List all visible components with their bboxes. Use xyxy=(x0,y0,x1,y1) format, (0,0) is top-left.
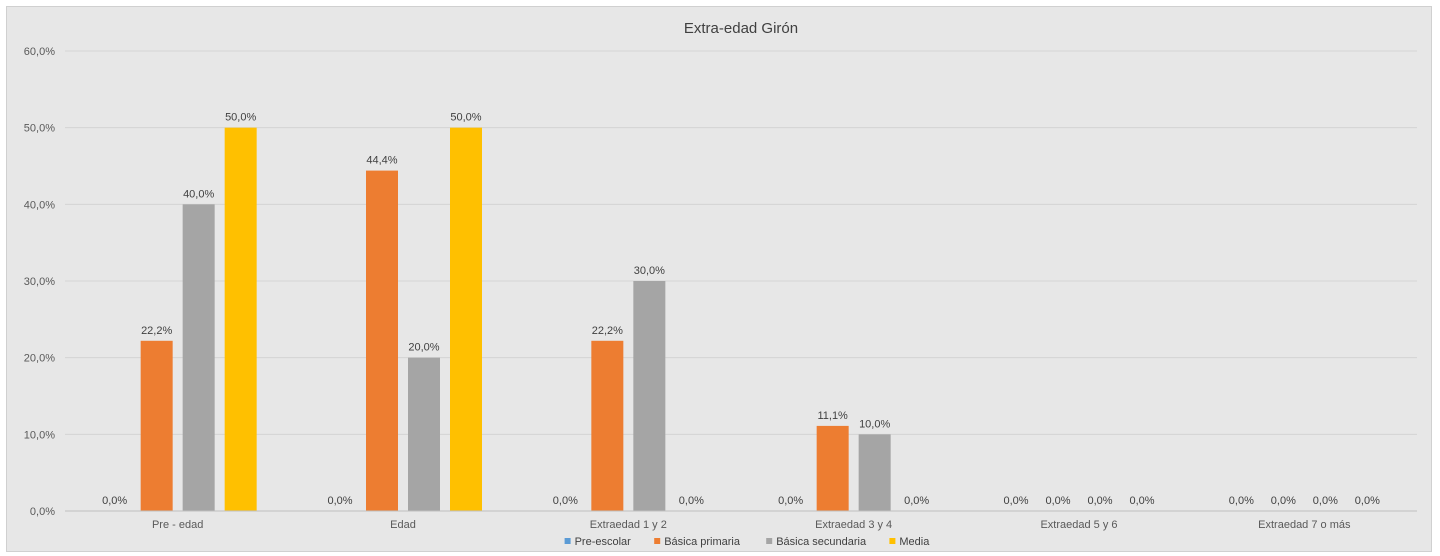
data-label: 40,0% xyxy=(183,188,214,200)
y-tick-label: 0,0% xyxy=(30,506,55,518)
y-tick-label: 50,0% xyxy=(24,123,55,135)
bar xyxy=(408,357,440,511)
data-label: 0,0% xyxy=(1229,495,1254,507)
data-label: 0,0% xyxy=(327,495,352,507)
data-label: 0,0% xyxy=(1313,495,1338,507)
y-tick-label: 10,0% xyxy=(24,429,55,441)
bar xyxy=(816,425,849,511)
data-label: 0,0% xyxy=(904,495,929,507)
data-label: 0,0% xyxy=(679,495,704,507)
data-label: 0,0% xyxy=(1355,495,1380,507)
data-label: 50,0% xyxy=(450,112,481,124)
legend-entry: Media xyxy=(899,536,930,548)
y-axis: 0,0% 10,0% 20,0% 30,0% 40,0% 50,0% 60,0% xyxy=(24,46,55,518)
x-tick-label: Pre - edad xyxy=(152,519,203,531)
data-label: 50,0% xyxy=(225,112,256,124)
bar xyxy=(858,434,891,511)
y-tick-label: 60,0% xyxy=(24,46,55,58)
legend-entry: Básica secundaria xyxy=(776,536,867,548)
y-tick-label: 30,0% xyxy=(24,276,55,288)
legend-swatch xyxy=(564,538,571,544)
x-tick-label: Extraedad 1 y 2 xyxy=(590,519,667,531)
data-label: 11,1% xyxy=(817,410,848,422)
data-label: 44,4% xyxy=(366,155,397,167)
data-labels: 0,0% 22,2% 40,0% 50,0% 0,0% 44,4% 20,0% 50,0% 0,… xyxy=(102,112,1380,507)
bar xyxy=(591,340,624,511)
legend-swatch xyxy=(654,538,661,544)
data-label: 22,2% xyxy=(592,325,623,337)
data-label: 0,0% xyxy=(1087,495,1112,507)
bar xyxy=(182,204,215,512)
legend-entry: Pre-escolar xyxy=(575,536,632,548)
x-tick-label: Extraedad 7 o más xyxy=(1258,519,1351,531)
x-tick-label: Extraedad 5 y 6 xyxy=(1040,519,1117,531)
legend: Pre-escolar Básica primaria Básica secunda… xyxy=(564,536,930,548)
x-tick-label: Edad xyxy=(390,519,416,531)
data-label: 0,0% xyxy=(1129,495,1154,507)
data-label: 0,0% xyxy=(102,495,127,507)
bar xyxy=(140,340,173,511)
y-tick-label: 40,0% xyxy=(24,199,55,211)
bars xyxy=(140,127,891,512)
data-label: 22,2% xyxy=(141,325,172,337)
bar xyxy=(450,127,482,512)
chart-title: Extra-edad Girón xyxy=(684,20,798,37)
bar-chart: Extra-edad Girón 0,0% 10,0% 20,0% 30,0% 40,0… xyxy=(24,20,1417,548)
bar xyxy=(366,170,398,511)
bar xyxy=(633,281,666,511)
x-tick-label: Extraedad 3 y 4 xyxy=(815,519,892,531)
data-label: 20,0% xyxy=(408,342,439,354)
data-label: 0,0% xyxy=(1271,495,1296,507)
legend-swatch xyxy=(766,538,773,544)
data-label: 0,0% xyxy=(778,495,803,507)
legend-swatch xyxy=(889,538,896,544)
data-label: 30,0% xyxy=(634,265,665,277)
data-label: 0,0% xyxy=(553,495,578,507)
chart-container: Extra-edad Girón 0,0% 10,0% 20,0% 30,0% 40,0… xyxy=(6,6,1432,552)
y-tick-label: 20,0% xyxy=(24,353,55,365)
data-label: 0,0% xyxy=(1045,495,1070,507)
data-label: 10,0% xyxy=(859,418,890,430)
data-label: 0,0% xyxy=(1003,495,1028,507)
legend-entry: Básica primaria xyxy=(664,536,741,548)
x-axis: Pre - edad Edad Extraedad 1 y 2 Extraedad 3… xyxy=(65,510,1417,531)
bar xyxy=(224,127,257,512)
gridlines xyxy=(65,50,1417,512)
